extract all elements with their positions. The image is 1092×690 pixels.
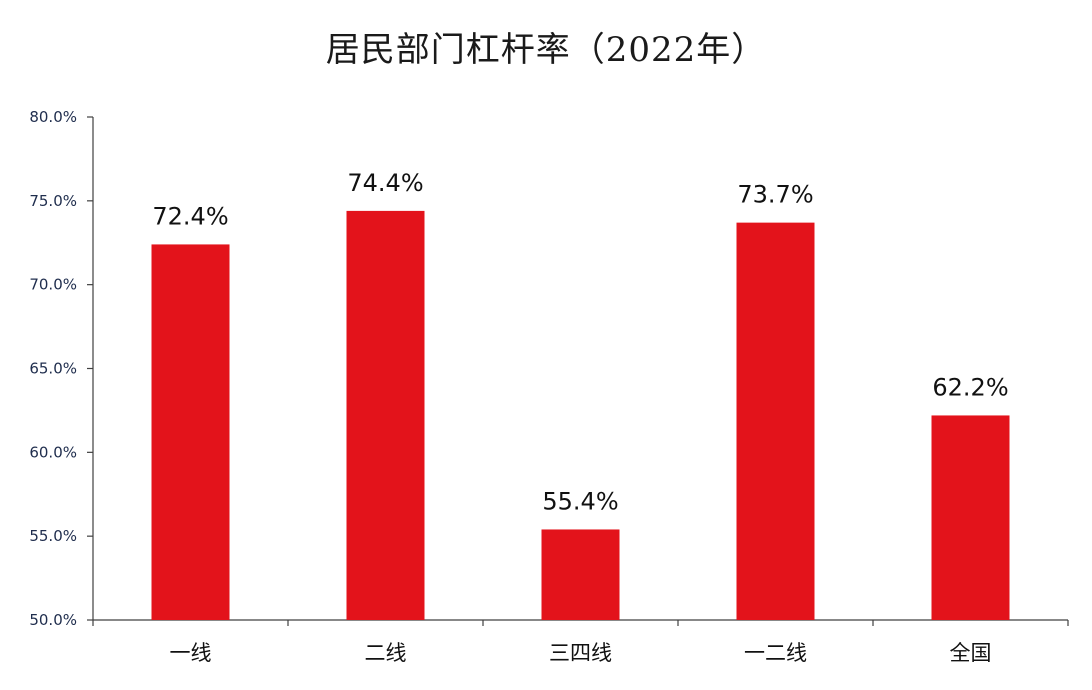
data-label: 74.4%	[347, 169, 423, 197]
data-label: 73.7%	[737, 181, 813, 209]
x-category-label: 全国	[950, 641, 992, 665]
y-axis: 50.0% 55.0% 60.0% 65.0% 70.0% 75.0% 80.0%	[29, 108, 94, 629]
y-tick-label: 80.0%	[29, 108, 77, 126]
y-tick-label: 60.0%	[29, 443, 77, 461]
data-label: 55.4%	[542, 487, 618, 515]
y-tick-label: 75.0%	[29, 192, 77, 210]
bars	[151, 210, 1010, 621]
y-tick-label: 50.0%	[29, 611, 77, 629]
bar	[736, 222, 815, 620]
x-category-label: 三四线	[549, 641, 612, 665]
data-label: 72.4%	[152, 202, 228, 230]
y-tick-label: 65.0%	[29, 360, 77, 378]
data-labels: 72.4% 74.4% 55.4% 73.7% 62.2%	[152, 169, 1008, 516]
bar	[541, 529, 620, 620]
bar	[346, 210, 425, 621]
y-tick-label: 70.0%	[29, 276, 77, 294]
bar	[931, 415, 1010, 620]
x-category-label: 一二线	[744, 641, 807, 665]
x-category-label: 一线	[170, 641, 212, 665]
x-axis: 一线 二线 三四线 一二线 全国	[92, 619, 1069, 665]
y-tick-label: 55.0%	[29, 527, 77, 545]
x-category-label: 二线	[365, 641, 407, 665]
bar	[151, 244, 230, 620]
data-label: 62.2%	[932, 373, 1008, 401]
chart-title: 居民部门杠杆率（2022年）	[325, 30, 767, 70]
